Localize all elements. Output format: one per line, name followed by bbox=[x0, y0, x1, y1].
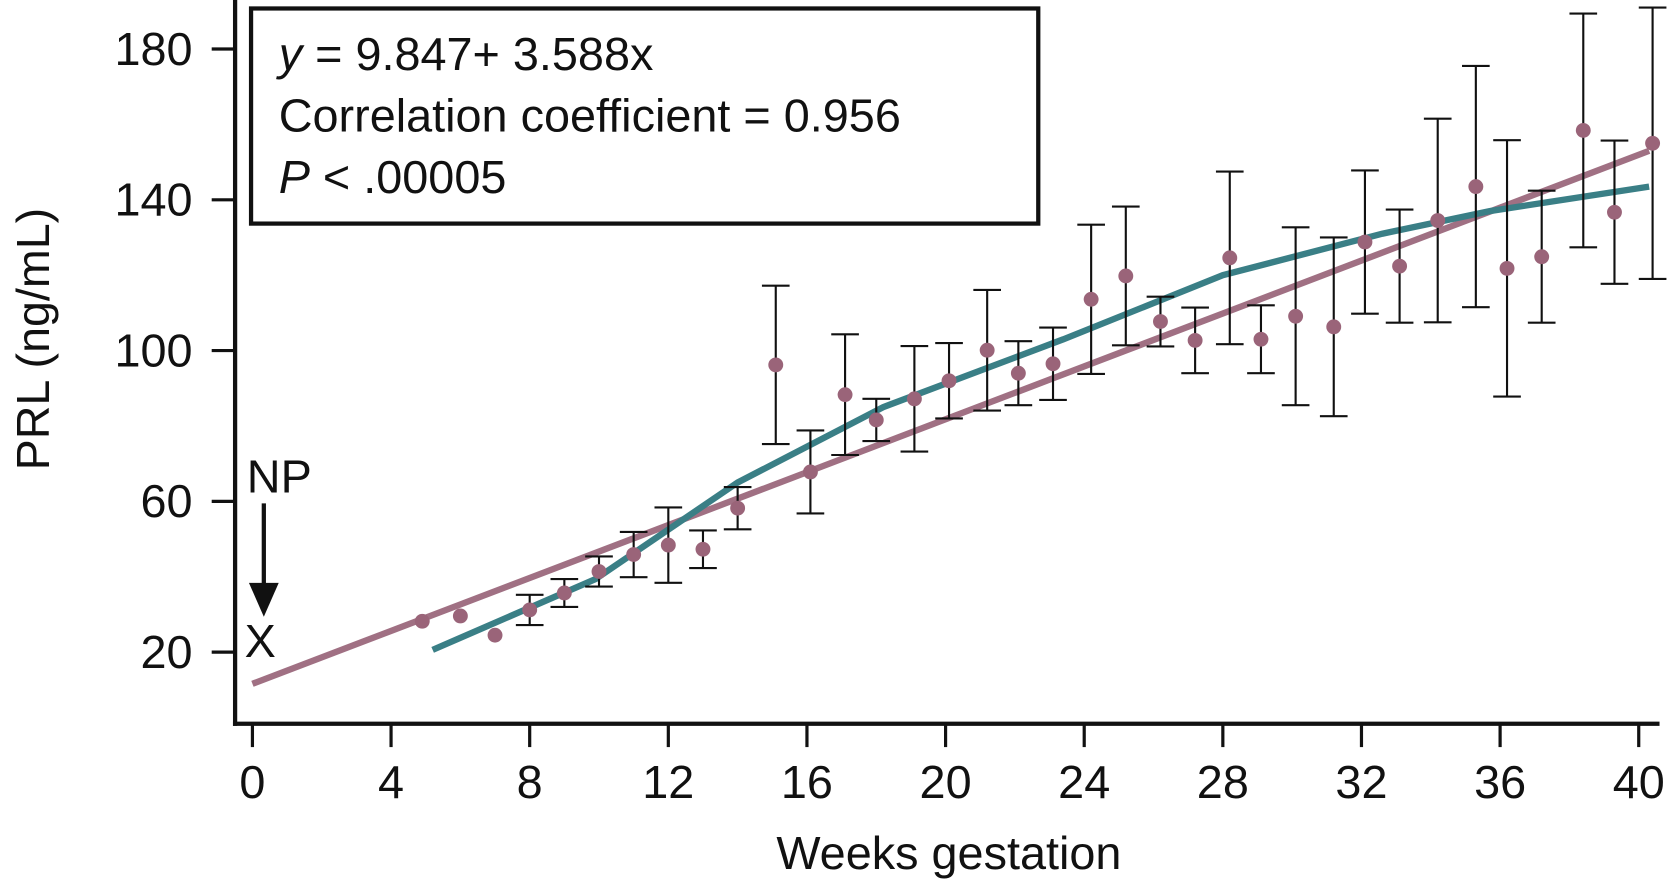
fit-line bbox=[431, 183, 1650, 653]
x-tick-label: 0 bbox=[239, 756, 265, 808]
x-tick-label: 12 bbox=[642, 756, 694, 808]
annotation-text: = 9.847+ 3.588x bbox=[302, 28, 653, 80]
data-point bbox=[556, 585, 572, 601]
data-point bbox=[452, 608, 468, 624]
data-point bbox=[1118, 268, 1134, 284]
data-point bbox=[1153, 314, 1168, 329]
x-tick-label: 32 bbox=[1335, 756, 1387, 808]
annotation-box bbox=[248, 6, 1041, 226]
data-point bbox=[802, 464, 818, 480]
x-tick-label: 16 bbox=[781, 756, 833, 808]
plot: NP X Weeks gestation PRL (ng/mL) 20 60 100… bbox=[7, 0, 1667, 879]
y-axis-title: PRL (ng/mL) bbox=[7, 208, 59, 471]
annotation-line: Correlation coefficient = 0.956 bbox=[279, 89, 901, 141]
data-point bbox=[414, 613, 430, 629]
annotation-line: P < .00005 bbox=[279, 151, 507, 203]
data-point bbox=[1468, 179, 1484, 195]
data-point bbox=[487, 627, 503, 643]
data-point bbox=[1575, 123, 1591, 138]
data-point bbox=[1392, 258, 1408, 274]
data-point bbox=[979, 342, 995, 358]
data-point bbox=[1357, 234, 1373, 250]
data-point bbox=[1326, 319, 1342, 335]
data-point bbox=[768, 357, 784, 373]
y-tick-label: 140 bbox=[114, 174, 192, 226]
data-point bbox=[1534, 249, 1550, 265]
x-tick-label: 20 bbox=[920, 756, 972, 808]
data-point bbox=[1499, 260, 1515, 276]
data-point bbox=[1187, 332, 1203, 348]
data-point bbox=[941, 373, 957, 389]
y-tick-label: 60 bbox=[140, 475, 192, 527]
marker-label: X bbox=[245, 615, 276, 667]
x-tick-label: 8 bbox=[517, 756, 543, 808]
data-point bbox=[1430, 213, 1446, 228]
x-tick-label: 24 bbox=[1058, 756, 1110, 808]
data-point bbox=[1288, 308, 1304, 324]
annotation-text: Correlation coefficient = 0.956 bbox=[279, 89, 901, 141]
data-point bbox=[730, 500, 746, 516]
x-axis-title: Weeks gestation bbox=[776, 827, 1121, 879]
data-point bbox=[1045, 356, 1061, 372]
data-point bbox=[1010, 365, 1026, 381]
marker-label: NP bbox=[247, 451, 312, 503]
data-point bbox=[1645, 135, 1661, 151]
x-tick-label: 36 bbox=[1474, 756, 1526, 808]
annotation-line: y = 9.847+ 3.588x bbox=[276, 28, 654, 80]
data-point bbox=[695, 541, 711, 557]
data-point bbox=[591, 564, 607, 579]
fit-line bbox=[251, 147, 1651, 687]
data-point bbox=[868, 412, 884, 428]
arrow-head bbox=[248, 582, 279, 617]
annotation-text: < .00005 bbox=[310, 151, 506, 203]
y-tick-label: 180 bbox=[114, 23, 192, 75]
x-tick-label: 4 bbox=[378, 756, 404, 808]
data-point bbox=[1222, 250, 1238, 266]
data-point bbox=[906, 391, 922, 407]
data-point bbox=[626, 547, 642, 562]
data-point bbox=[522, 602, 538, 618]
data-point bbox=[1253, 331, 1269, 347]
annotation-text: y bbox=[276, 28, 305, 80]
annotation-text: P bbox=[279, 151, 310, 203]
x-tick-label: 28 bbox=[1197, 756, 1249, 808]
y-tick-label: 100 bbox=[114, 325, 192, 377]
data-point bbox=[1607, 204, 1622, 220]
data-point bbox=[1083, 291, 1099, 307]
x-tick-label: 40 bbox=[1613, 756, 1665, 808]
data-point bbox=[660, 537, 676, 553]
y-tick-label: 20 bbox=[140, 626, 192, 678]
data-point bbox=[837, 387, 853, 403]
